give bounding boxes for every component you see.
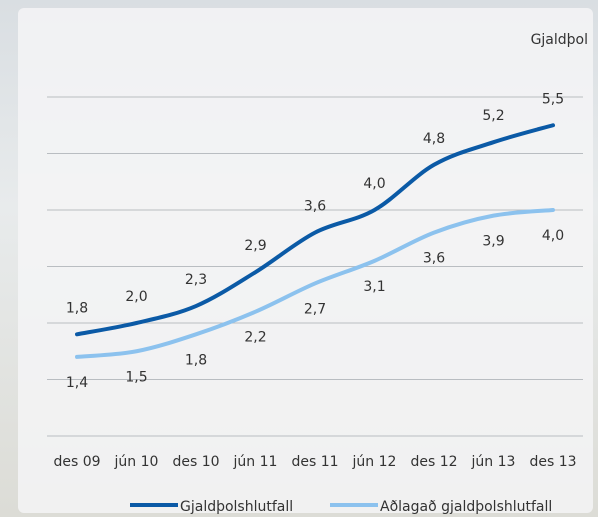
- x-tick-label: des 13: [529, 454, 576, 470]
- data-label: 2,2: [244, 330, 266, 346]
- data-label: 2,9: [244, 238, 266, 254]
- data-label: 4,8: [423, 131, 445, 147]
- data-label: 4,0: [363, 176, 385, 192]
- line: [75, 123, 555, 337]
- data-label: 3,6: [304, 199, 326, 215]
- data-label: 2,0: [125, 289, 147, 305]
- line: [75, 208, 555, 359]
- data-label: 2,3: [185, 272, 207, 288]
- data-label: 3,1: [363, 279, 385, 295]
- data-label: 1,4: [66, 375, 88, 391]
- data-label: 4,0: [542, 228, 564, 244]
- data-label: 3,6: [423, 251, 445, 267]
- data-label: 1,8: [66, 300, 88, 316]
- data-label: 5,5: [542, 91, 564, 107]
- x-tick-label: jún 10: [114, 454, 159, 470]
- legend-label: Aðlagað gjaldþolshlutfall: [380, 499, 552, 515]
- panel: [18, 8, 593, 513]
- x-tick-label: jún 11: [233, 454, 278, 470]
- x-tick-label: des 11: [291, 454, 338, 470]
- data-label: 3,9: [482, 234, 504, 250]
- data-label: 1,5: [125, 369, 147, 385]
- legend-label: Gjaldþolshlutfall: [180, 499, 293, 515]
- axis-label: Gjaldþol: [531, 32, 588, 48]
- x-tick-label: des 10: [172, 454, 219, 470]
- data-label: 5,2: [482, 108, 504, 124]
- x-tick-label: jún 12: [352, 454, 397, 470]
- data-label: 2,7: [304, 301, 326, 317]
- x-tick-label: des 09: [53, 454, 100, 470]
- x-tick-label: des 12: [410, 454, 457, 470]
- x-tick-label: jún 13: [471, 454, 516, 470]
- data-label: 1,8: [185, 352, 207, 368]
